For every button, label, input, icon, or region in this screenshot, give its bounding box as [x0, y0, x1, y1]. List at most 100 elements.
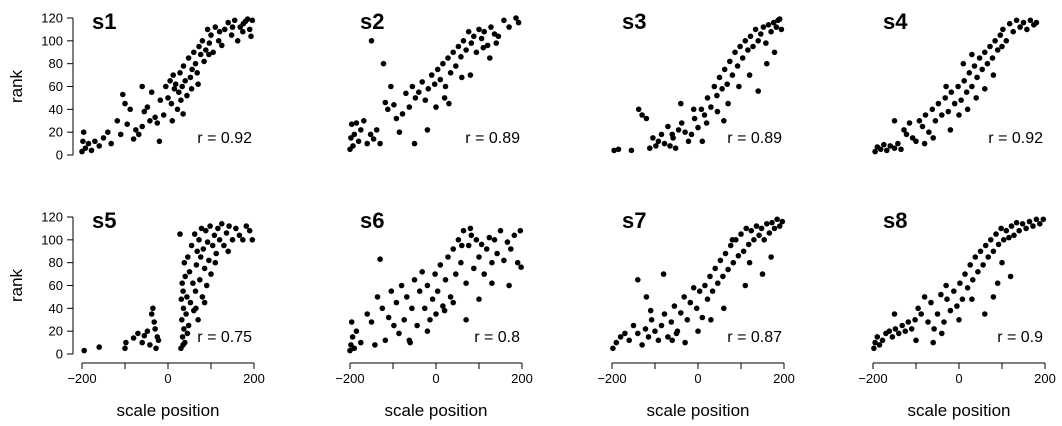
data-point — [88, 147, 95, 154]
data-point — [437, 76, 444, 83]
data-point — [698, 106, 705, 113]
data-point — [207, 223, 213, 229]
data-point — [748, 227, 755, 234]
data-point — [380, 60, 387, 67]
data-point — [465, 28, 472, 35]
data-point — [881, 141, 887, 148]
data-point — [771, 49, 778, 56]
data-point — [721, 118, 727, 124]
data-point — [153, 345, 159, 352]
data-point — [440, 303, 446, 309]
data-point — [874, 334, 881, 340]
data-point — [450, 246, 457, 252]
data-point — [196, 43, 202, 50]
data-point — [960, 60, 967, 67]
data-point — [150, 305, 156, 312]
data-point — [954, 303, 960, 309]
data-point — [377, 256, 383, 263]
data-point — [407, 339, 414, 346]
data-point — [935, 100, 942, 107]
data-point — [154, 120, 161, 126]
data-point — [358, 127, 364, 133]
data-point — [82, 145, 89, 151]
x-axis-title: scale position — [907, 401, 1010, 420]
data-point — [930, 339, 936, 346]
data-point — [442, 83, 449, 90]
data-point — [766, 230, 773, 236]
data-point — [1019, 221, 1026, 227]
data-point — [151, 319, 157, 325]
data-point — [178, 97, 184, 103]
data-point — [367, 131, 374, 138]
data-point — [428, 72, 435, 78]
data-point — [174, 106, 181, 113]
data-point — [216, 28, 223, 35]
data-point — [199, 294, 206, 300]
data-point — [92, 138, 98, 145]
panel-s7: −200 0 200 scale position s7 r = 0.87 — [597, 208, 795, 420]
y-axis-title: rank — [7, 268, 26, 302]
data-point — [891, 118, 898, 124]
data-point — [906, 120, 913, 126]
data-point — [913, 337, 919, 344]
data-point — [735, 253, 742, 259]
data-point — [432, 271, 438, 277]
data-point — [902, 328, 909, 335]
panel-s4: s4 r = 0.92 — [872, 9, 1043, 155]
data-point — [497, 227, 504, 234]
data-point — [424, 127, 431, 133]
data-point — [198, 225, 205, 232]
data-point — [992, 38, 998, 44]
data-point — [506, 24, 512, 30]
data-point — [779, 218, 786, 225]
data-point — [660, 271, 667, 277]
data-point — [203, 227, 209, 234]
data-point — [374, 294, 381, 300]
data-point — [778, 26, 785, 33]
data-point — [441, 307, 448, 314]
data-point — [768, 254, 774, 260]
panel-s8: −200 0 200 scale position s8 r = 0.9 — [858, 208, 1056, 420]
data-point — [391, 322, 397, 329]
x-tick-label: −200 — [335, 371, 364, 386]
data-point — [489, 280, 495, 287]
data-point — [696, 288, 703, 295]
data-point — [249, 237, 256, 243]
data-point — [514, 259, 521, 266]
data-point — [368, 319, 375, 325]
data-point — [141, 108, 148, 115]
data-point — [708, 104, 714, 110]
data-point — [501, 257, 507, 264]
panel-s5: 0 20 40 60 80 100 120 rank −200 0 200 scale positio… — [7, 208, 265, 420]
data-point — [406, 104, 413, 110]
data-point — [693, 305, 700, 312]
data-point — [743, 225, 749, 232]
data-point — [348, 319, 355, 325]
data-point — [190, 280, 196, 287]
x-tick-label: 0 — [164, 371, 171, 386]
data-point — [947, 307, 954, 314]
data-point — [944, 296, 950, 303]
data-point — [187, 74, 194, 81]
data-point — [468, 232, 475, 239]
data-point — [1000, 26, 1006, 33]
data-point — [942, 95, 948, 101]
data-point — [990, 294, 997, 300]
data-point — [979, 66, 985, 73]
panel-label: s5 — [92, 208, 116, 233]
data-point — [626, 337, 632, 344]
data-point — [973, 95, 979, 101]
correlation-label: r = 0.89 — [465, 130, 520, 147]
data-point — [212, 259, 219, 266]
data-point — [248, 33, 254, 40]
data-point — [715, 280, 721, 287]
data-point — [229, 237, 236, 243]
data-point — [721, 305, 727, 312]
data-point — [755, 88, 761, 94]
data-point — [730, 259, 737, 266]
data-point — [871, 345, 877, 352]
data-point — [976, 55, 983, 61]
data-point — [643, 294, 650, 300]
data-point — [249, 17, 256, 24]
data-point — [764, 221, 770, 227]
